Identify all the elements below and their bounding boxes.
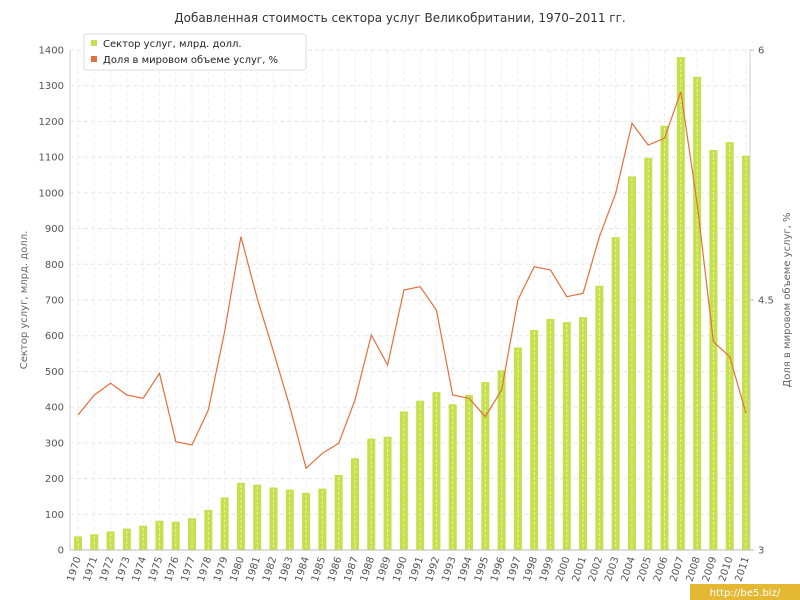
right-tick-label: 4.5	[758, 296, 774, 307]
bar[interactable]	[318, 488, 327, 550]
left-tick-label: 1100	[39, 153, 64, 164]
left-tick-label: 600	[45, 331, 64, 342]
bar[interactable]	[122, 528, 131, 550]
bar[interactable]	[269, 487, 278, 551]
bar[interactable]	[367, 438, 376, 550]
legend-swatch-line	[91, 56, 97, 62]
x-tick-label: 2011	[734, 556, 752, 584]
watermark-link[interactable]: http://be5.biz/	[710, 588, 781, 599]
left-tick-label: 1200	[39, 117, 64, 128]
left-tick-label: 700	[45, 296, 64, 307]
left-axis-label: Сектор услуг, млрд. долл.	[19, 231, 30, 370]
left-tick-label: 1300	[39, 81, 64, 92]
bar[interactable]	[579, 317, 588, 550]
legend[interactable]: Сектор услуг, млрд. долл. Доля в мировом…	[83, 33, 307, 71]
legend-label-bars: Сектор услуг, млрд. долл.	[103, 39, 242, 50]
left-tick-label: 900	[45, 224, 64, 235]
bar[interactable]	[627, 176, 636, 550]
left-tick-label: 300	[45, 438, 64, 449]
bar[interactable]	[74, 536, 82, 550]
right-tick-label: 3	[758, 546, 764, 557]
left-tick-label: 400	[45, 403, 64, 414]
bar[interactable]	[693, 76, 702, 551]
left-tick-label: 800	[45, 260, 64, 271]
left-axis-ticks: 0 100 200 300 400 500 600 700 800 900 1000 1100 1200…	[39, 46, 64, 557]
bar[interactable]	[188, 518, 197, 550]
left-tick-label: 500	[45, 367, 64, 378]
bar[interactable]	[513, 347, 522, 551]
left-tick-label: 1000	[39, 188, 64, 199]
line-series	[77, 91, 747, 470]
legend-label-line: Доля в мировом объеме услуг, %	[103, 55, 278, 66]
bar[interactable]	[220, 497, 229, 551]
left-tick-label: 100	[45, 510, 64, 521]
bar[interactable]	[611, 237, 620, 550]
left-tick-label: 0	[58, 546, 64, 557]
chart-title: Добавленная стоимость сектора услуг Вели…	[174, 11, 625, 25]
right-axis-label: Доля в мировом объеме услуг, %	[782, 212, 793, 387]
share-line[interactable]	[77, 91, 747, 470]
bar[interactable]	[644, 157, 653, 550]
bar[interactable]	[546, 318, 555, 550]
legend-box	[83, 33, 307, 71]
bar[interactable]	[383, 436, 392, 550]
x-axis-ticks: 1970197119721973197419751976197719781979…	[66, 556, 752, 584]
left-tick-label: 200	[45, 474, 64, 485]
watermark-badge[interactable]: http://be5.biz/	[690, 584, 800, 600]
bar[interactable]	[350, 458, 359, 550]
bar[interactable]	[285, 489, 294, 550]
left-tick-label: 1400	[39, 46, 64, 57]
bar[interactable]	[676, 57, 685, 551]
watermark-bg	[690, 584, 800, 600]
legend-swatch-bars	[91, 40, 97, 46]
bar-series	[74, 57, 750, 551]
right-axis-ticks: 34.56	[750, 46, 774, 557]
right-tick-label: 6	[758, 46, 764, 57]
